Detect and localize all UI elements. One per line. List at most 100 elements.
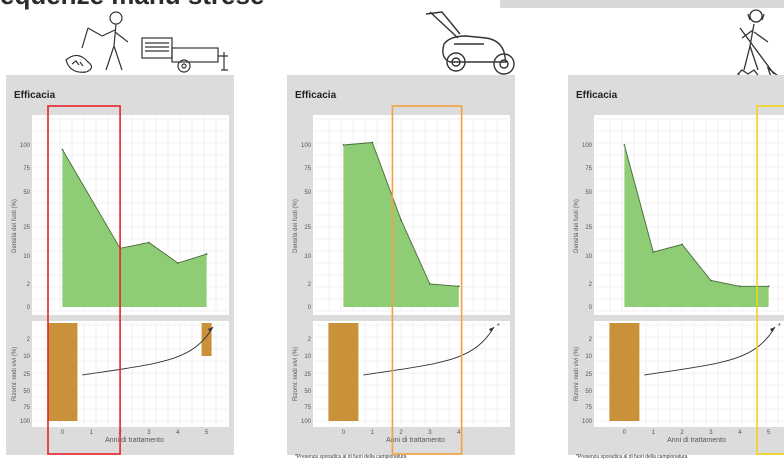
y-tick-bottom: 2 bbox=[27, 337, 31, 343]
y-tick-bottom: 100 bbox=[582, 419, 593, 425]
panel-title: Efficacia bbox=[295, 90, 337, 101]
chart-panel-3: Efficacia 0 2 10 25 50 75 100 2 10 25 50 75 100 Densit… bbox=[568, 75, 784, 465]
density-point bbox=[61, 148, 64, 151]
rhizome-bar bbox=[609, 323, 640, 421]
x-tick: 0 bbox=[342, 430, 346, 436]
density-point bbox=[371, 141, 374, 144]
rhizome-trend-arrowhead bbox=[208, 327, 213, 332]
density-point bbox=[681, 243, 683, 246]
density-area bbox=[343, 142, 459, 307]
y-tick-bottom: 50 bbox=[23, 389, 30, 395]
rhizome-bar bbox=[47, 323, 78, 421]
density-line bbox=[623, 144, 769, 287]
y-tick-bottom: 25 bbox=[23, 372, 30, 378]
rhizome-trend-end-label: * bbox=[778, 323, 781, 330]
x-tick: 1 bbox=[652, 430, 656, 436]
x-tick: 3 bbox=[147, 430, 151, 436]
y-tick-bottom: 25 bbox=[585, 372, 592, 378]
rhizome-trend-end-label: * bbox=[497, 323, 500, 330]
density-point bbox=[205, 253, 208, 255]
y-axis-label-bottom: Rizomi: nodi vivi (%) bbox=[12, 347, 18, 401]
digging-person-icon bbox=[728, 8, 784, 91]
heading-bar bbox=[500, 0, 784, 8]
y-tick-top: 2 bbox=[308, 282, 312, 288]
y-tick-top: 50 bbox=[23, 190, 30, 196]
y-tick-top: 0 bbox=[27, 305, 31, 311]
density-point bbox=[652, 251, 655, 254]
x-tick: 3 bbox=[428, 430, 432, 436]
y-tick-bottom: 50 bbox=[304, 389, 311, 395]
y-tick-top: 2 bbox=[589, 282, 593, 288]
x-tick: 5 bbox=[205, 430, 209, 436]
y-tick-top: 10 bbox=[23, 254, 30, 260]
y-tick-bottom: 75 bbox=[23, 405, 30, 411]
y-axis-label-top: Densità dei fusti (%) bbox=[574, 199, 580, 253]
y-tick-bottom: 2 bbox=[308, 337, 312, 343]
y-tick-top: 50 bbox=[304, 190, 311, 196]
y-tick-bottom: 50 bbox=[585, 389, 592, 395]
x-tick: 5 bbox=[767, 430, 771, 436]
y-axis-label-bottom: Rizomi: nodi vivi (%) bbox=[574, 347, 580, 401]
y-tick-top: 100 bbox=[582, 143, 593, 149]
highlight-frame bbox=[47, 105, 121, 455]
y-tick-bottom: 10 bbox=[304, 354, 311, 360]
y-tick-top: 25 bbox=[585, 225, 592, 231]
density-point bbox=[457, 285, 460, 288]
density-point bbox=[342, 144, 345, 146]
x-axis-label: Anni di trattamento bbox=[386, 437, 445, 444]
x-tick: 4 bbox=[738, 430, 742, 436]
rhizome-trend-arrow bbox=[363, 326, 495, 376]
x-tick: 4 bbox=[176, 430, 180, 436]
y-tick-top: 75 bbox=[304, 166, 311, 172]
y-tick-bottom: 25 bbox=[304, 372, 311, 378]
rhizome-trend-arrowhead bbox=[770, 327, 775, 332]
y-tick-top: 75 bbox=[23, 166, 30, 172]
y-tick-top: 0 bbox=[308, 305, 312, 311]
footnote-3: *Presenza sporadica al di fuori della ca… bbox=[576, 454, 688, 460]
x-tick: 3 bbox=[709, 430, 713, 436]
page-heading: equenze manu strese bbox=[0, 0, 264, 10]
y-tick-bottom: 100 bbox=[301, 419, 312, 425]
rhizome-bar bbox=[201, 323, 212, 356]
highlight-frame bbox=[756, 105, 784, 455]
lawn-mower-icon bbox=[420, 10, 520, 85]
chart-panel-1: Efficacia 0 2 10 25 50 75 100 2 10 25 50 75 100 Densit… bbox=[6, 75, 234, 465]
rhizome-trend-arrowhead bbox=[489, 327, 494, 332]
y-tick-bottom: 10 bbox=[585, 354, 592, 360]
y-tick-top: 50 bbox=[585, 190, 592, 196]
y-tick-top: 75 bbox=[585, 166, 592, 172]
y-tick-top: 10 bbox=[585, 254, 592, 260]
y-tick-top: 0 bbox=[589, 305, 593, 311]
density-point bbox=[623, 144, 626, 146]
x-tick: 1 bbox=[90, 430, 94, 436]
panel-title: Efficacia bbox=[576, 90, 618, 101]
footnote-2: *Presenza sporadica al di fuori della ca… bbox=[295, 454, 407, 460]
rhizome-trend-arrow bbox=[82, 326, 214, 376]
density-point bbox=[400, 219, 402, 221]
rhizome-bar bbox=[328, 323, 359, 421]
y-tick-top: 10 bbox=[304, 254, 311, 260]
chart-2: Efficacia0210255075100210255075100Densit… bbox=[287, 75, 515, 455]
density-area bbox=[624, 145, 769, 307]
chart-3: Efficacia 0 2 10 25 50 75 100 2 10 25 50 75 100 Densit… bbox=[568, 75, 784, 455]
rhizome-trend-arrow bbox=[644, 326, 776, 376]
density-point bbox=[148, 241, 150, 244]
y-tick-bottom: 10 bbox=[23, 354, 30, 360]
y-tick-bottom: 75 bbox=[304, 405, 311, 411]
highlight-frame bbox=[391, 105, 463, 455]
y-tick-top: 100 bbox=[20, 143, 31, 149]
mulching-tractor-icon bbox=[58, 8, 238, 83]
x-tick: 2 bbox=[399, 430, 403, 436]
x-tick: 0 bbox=[61, 430, 65, 436]
y-tick-top: 2 bbox=[27, 282, 31, 288]
x-axis-label: Anni di trattamento bbox=[667, 437, 726, 444]
density-point bbox=[429, 283, 431, 285]
y-tick-bottom: 100 bbox=[20, 419, 31, 425]
x-tick: 4 bbox=[457, 430, 461, 436]
y-tick-top: 25 bbox=[304, 225, 311, 231]
panel-title: Efficacia bbox=[14, 90, 56, 101]
density-point bbox=[176, 262, 179, 264]
chart-panel-2: Efficacia 0 2 10 25 50 75 100 2 10 25 50 75 100 Densit… bbox=[287, 75, 515, 465]
y-tick-bottom: 75 bbox=[585, 405, 592, 411]
y-tick-bottom: 2 bbox=[589, 337, 593, 343]
